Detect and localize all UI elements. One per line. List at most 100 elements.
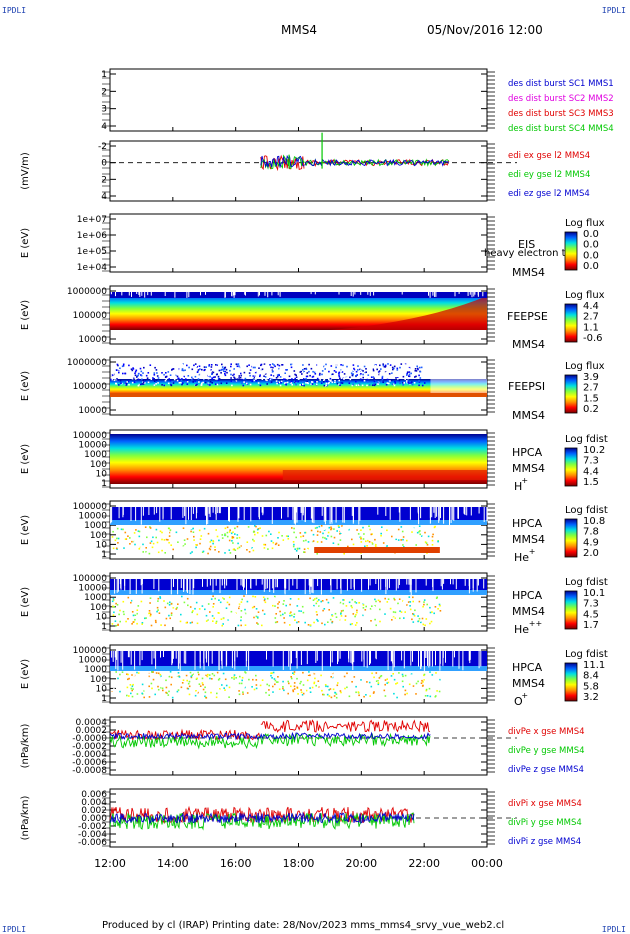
y-tick-label: 4 [101, 122, 107, 132]
panel-side-label: MMS4 [512, 533, 545, 546]
spectrogram-speck [225, 684, 228, 687]
spectrogram-gap [211, 651, 213, 664]
spectrogram-speck [335, 693, 338, 695]
spectrogram-speck [306, 381, 308, 383]
spectrogram-gap [170, 579, 172, 595]
spectrogram-gap [423, 651, 425, 671]
spectrogram-speck [422, 535, 424, 538]
spectrogram-speck [159, 596, 161, 598]
spectrogram-gap [331, 507, 333, 522]
spectrogram-speck [222, 601, 224, 603]
spectrogram-speck [391, 535, 393, 538]
corner-label-bl: IPDLI [2, 925, 27, 934]
spectrogram-gap [352, 292, 354, 297]
spectrogram-speck [213, 617, 215, 620]
panel-side-label: MMS4 [512, 677, 545, 690]
spectrogram-speck [246, 527, 248, 529]
spectrogram-speck [251, 366, 254, 368]
spectrogram-speck [380, 532, 382, 535]
spectrogram-speck [375, 672, 378, 674]
spectrogram-speck [323, 381, 325, 383]
spectrogram-speck [300, 535, 302, 538]
spectrogram-speck [409, 364, 412, 367]
spectrogram-speck [197, 603, 199, 605]
spectrogram-speck [378, 677, 381, 679]
spectrogram-speck [142, 525, 145, 528]
spectrogram-speck [129, 623, 131, 626]
spectrogram-speck [431, 674, 434, 676]
spectrogram-gap [295, 507, 297, 513]
spectrogram-speck [203, 377, 205, 380]
spectrogram-speck [398, 672, 400, 674]
spectrogram-speck [302, 688, 305, 691]
spectrogram-speck [144, 379, 147, 381]
spectrogram-speck [140, 600, 143, 603]
spectrogram-speck [272, 369, 275, 371]
spectrogram-speck [427, 693, 430, 696]
spectrogram-speck [233, 368, 235, 370]
spectrogram-speck [428, 687, 431, 690]
spectrogram-speck [253, 616, 255, 619]
spectrogram-speck [323, 384, 326, 387]
spectrogram-speck [240, 525, 242, 527]
spectrogram-speck [180, 526, 182, 529]
spectrogram-speck [117, 677, 119, 680]
spectrogram-gap [468, 651, 470, 661]
y-tick-label: -0.006 [78, 838, 107, 848]
spectrogram-speck [169, 601, 171, 604]
spectrogram-speck [358, 694, 360, 697]
panel-dpe: 0.00040.0002-0.0000-0.0002-0.0004-0.0006… [20, 716, 585, 776]
spectrogram-speck [134, 614, 137, 616]
spectrogram-speck [301, 615, 304, 617]
spectrogram-speck [312, 370, 314, 373]
spectrogram-speck [402, 675, 404, 678]
spectrogram-speck [198, 381, 200, 383]
spectrogram-speck [198, 608, 201, 610]
spectrogram-speck [339, 384, 341, 386]
spectrogram-speck [210, 369, 212, 371]
spectrogram-speck [203, 366, 206, 368]
spectrogram-speck [307, 377, 309, 379]
spectrogram-speck [170, 676, 173, 679]
spectrogram-speck [119, 379, 122, 382]
spectrogram-speck [251, 686, 253, 688]
spectrogram-speck [386, 601, 389, 603]
spectrogram-speck [150, 540, 153, 543]
spectrogram-speck [396, 373, 399, 375]
y-axis-label: (mV/m) [20, 152, 31, 190]
spectrogram-speck [377, 599, 380, 602]
spectrogram-speck [182, 545, 185, 547]
spectrogram-speck [325, 685, 327, 688]
spectrogram-speck [270, 624, 273, 626]
spectrogram-gap [477, 579, 479, 586]
spectrogram-speck [167, 536, 169, 539]
spectrogram-speck [191, 551, 193, 553]
spectrogram-speck [225, 530, 228, 532]
spectrogram-gap [453, 507, 455, 521]
spectrogram-speck [360, 529, 362, 531]
spectrogram-speck [295, 376, 298, 378]
spectrogram-speck [192, 527, 194, 530]
spectrogram-speck [122, 600, 125, 603]
spectrogram-gap [175, 651, 177, 659]
spectrogram-speck [116, 604, 119, 606]
spectrogram-speck [140, 374, 143, 377]
spectrogram-speck [410, 372, 412, 375]
spectrogram-speck [387, 598, 390, 600]
spectrogram-speck [207, 619, 209, 621]
y-tick-label: 10 [96, 469, 108, 479]
spectrogram-speck [388, 373, 391, 375]
spectrogram-speck [131, 689, 133, 692]
spectrogram-speck [215, 620, 218, 623]
spectrogram-speck [373, 691, 375, 693]
spectrogram-speck [336, 684, 339, 687]
colorbar-title: Log flux [565, 361, 605, 372]
spectrogram-speck [309, 374, 311, 377]
spectrogram-speck [194, 607, 196, 610]
spectrogram-speck [253, 530, 255, 533]
spectrogram-speck [284, 612, 286, 614]
spectrogram-speck [226, 371, 228, 374]
spectrogram-speck [350, 689, 352, 692]
spectrogram-gap [195, 507, 197, 519]
